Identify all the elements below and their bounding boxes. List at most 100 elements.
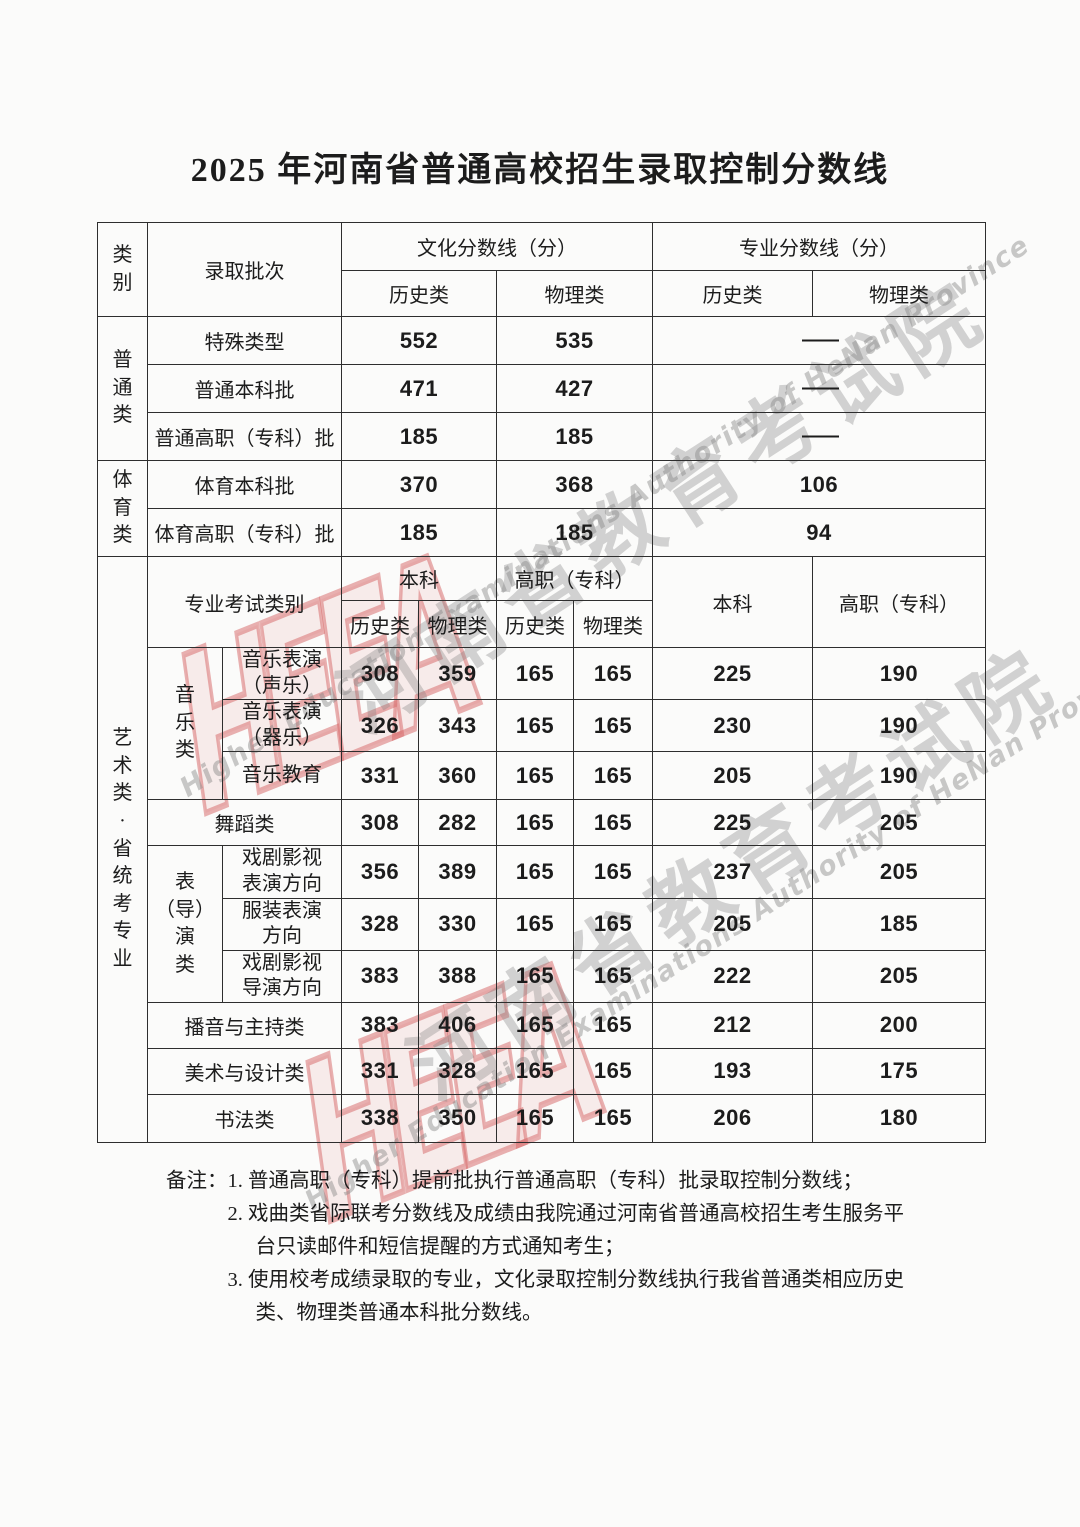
score-cell: 205 [812, 799, 986, 847]
score-table: 类 别 录取批次 文化分数线（分） 专业分数线（分） 历史类 物理类 历史类 物… [97, 222, 986, 1143]
category-arts: 艺 术 类 · 省 统 考 专 业 [97, 556, 148, 1143]
batch-name: 特殊类型 [147, 316, 342, 365]
score-cell: 165 [573, 799, 653, 847]
score-cell: 368 [496, 460, 653, 509]
score-cell: 237 [652, 845, 813, 899]
score-cell: 165 [573, 845, 653, 899]
group-acting: 表 （导） 演 类 [147, 845, 223, 1003]
notes-section: 备注： 1. 普通高职（专科）提前批执行普通高职（专科）批录取控制分数线； 2.… [166, 1165, 918, 1330]
group-music: 音 乐 类 [147, 646, 223, 801]
header-history: 历史类 [341, 270, 497, 317]
score-cell: 165 [573, 949, 653, 1003]
batch-name: 普通高职（专科）批 [147, 412, 342, 461]
header-history: 历史类 [652, 270, 813, 317]
score-cell: 165 [496, 845, 574, 899]
score-cell: 205 [652, 897, 813, 951]
header-gaozhi: 高职（专科） [496, 556, 653, 601]
score-cell: 205 [812, 949, 986, 1003]
header-category: 类 别 [97, 222, 148, 317]
score-cell: 165 [496, 751, 574, 801]
header-physics: 物理类 [496, 270, 653, 317]
score-cell: 331 [341, 751, 419, 801]
score-cell: 185 [341, 508, 497, 557]
score-cell: 427 [496, 364, 653, 413]
score-cell: 165 [573, 1001, 653, 1049]
exam-name: 舞蹈类 [147, 799, 342, 847]
header-major-gaozhi: 高职（专科） [812, 556, 986, 648]
score-cell: 190 [812, 699, 986, 753]
score-cell: 165 [496, 646, 574, 701]
score-cell: 165 [496, 1093, 574, 1143]
score-cell: 282 [418, 799, 497, 847]
score-cell: 165 [573, 1093, 653, 1143]
score-cell: 326 [341, 699, 419, 753]
note-item: 3. 使用校考成绩录取的专业，文化录取控制分数线执行我省普通类相应历史类、物理类… [227, 1269, 905, 1324]
exam-name: 音乐教育 [222, 751, 342, 801]
batch-name: 体育高职（专科）批 [147, 508, 342, 557]
page-title: 2025 年河南省普通高校招生录取控制分数线 [190, 152, 890, 189]
score-cell: 328 [341, 897, 419, 951]
score-cell: 328 [418, 1047, 497, 1095]
score-cell: 165 [573, 646, 653, 701]
score-cell: 338 [341, 1093, 419, 1143]
score-cell: 330 [418, 897, 497, 951]
header-batch: 录取批次 [147, 222, 342, 317]
header-physics: 物理类 [573, 600, 653, 648]
score-cell: 200 [812, 1001, 986, 1049]
score-cell: 185 [341, 412, 497, 461]
notes-items: 1. 普通高职（专科）提前批执行普通高职（专科）批录取控制分数线； 2. 戏曲类… [228, 1165, 919, 1330]
score-cell: 383 [341, 949, 419, 1003]
score-cell: 356 [341, 845, 419, 899]
header-culture-score: 文化分数线（分） [341, 222, 653, 271]
header-major-score: 专业分数线（分） [652, 222, 986, 271]
score-cell: 180 [812, 1093, 986, 1143]
score-cell: 471 [341, 364, 497, 413]
score-cell: 205 [652, 751, 813, 801]
score-cell: 165 [573, 897, 653, 951]
score-cell: —— [652, 316, 986, 365]
batch-name: 普通本科批 [147, 364, 342, 413]
score-cell: 165 [496, 699, 574, 753]
exam-name: 书法类 [147, 1093, 342, 1143]
score-cell: 205 [812, 845, 986, 899]
exam-name: 音乐表演 （器乐） [222, 699, 342, 753]
score-cell: 331 [341, 1047, 419, 1095]
score-cell: 190 [812, 646, 986, 701]
header-history: 历史类 [341, 600, 419, 648]
note-item: 2. 戏曲类省际联考分数线及成绩由我院通过河南省普通高校招生考生服务平台只读邮件… [227, 1203, 905, 1258]
score-cell: 106 [652, 460, 986, 509]
header-major-benke: 本科 [652, 556, 813, 648]
header-exam-category: 专业考试类别 [147, 556, 342, 648]
exam-name: 戏剧影视 表演方向 [222, 845, 342, 899]
score-cell: 383 [341, 1001, 419, 1049]
score-cell: 308 [341, 646, 419, 701]
notes-label: 备注： [166, 1170, 228, 1192]
score-cell: 94 [652, 508, 986, 557]
score-cell: 165 [496, 897, 574, 951]
score-cell: 212 [652, 1001, 813, 1049]
score-cell: 185 [496, 508, 653, 557]
score-cell: 165 [573, 751, 653, 801]
note-item: 1. 普通高职（专科）提前批执行普通高职（专科）批录取控制分数线； [227, 1170, 864, 1192]
score-cell: 165 [496, 1047, 574, 1095]
exam-name: 播音与主持类 [147, 1001, 342, 1049]
score-cell: 165 [496, 949, 574, 1003]
score-cell: 206 [652, 1093, 813, 1143]
exam-name: 美术与设计类 [147, 1047, 342, 1095]
score-cell: 308 [341, 799, 419, 847]
score-cell: 388 [418, 949, 497, 1003]
category-general: 普 通 类 [97, 316, 148, 461]
score-cell: 370 [341, 460, 497, 509]
exam-name: 戏剧影视 导演方向 [222, 949, 342, 1003]
score-cell: 230 [652, 699, 813, 753]
score-cell: 350 [418, 1093, 497, 1143]
score-cell: 165 [573, 1047, 653, 1095]
header-benke: 本科 [341, 556, 497, 601]
score-cell: —— [652, 412, 986, 461]
batch-name: 体育本科批 [147, 460, 342, 509]
score-cell: 185 [812, 897, 986, 951]
score-cell: 222 [652, 949, 813, 1003]
exam-name: 服装表演 方向 [222, 897, 342, 951]
score-cell: 552 [341, 316, 497, 365]
